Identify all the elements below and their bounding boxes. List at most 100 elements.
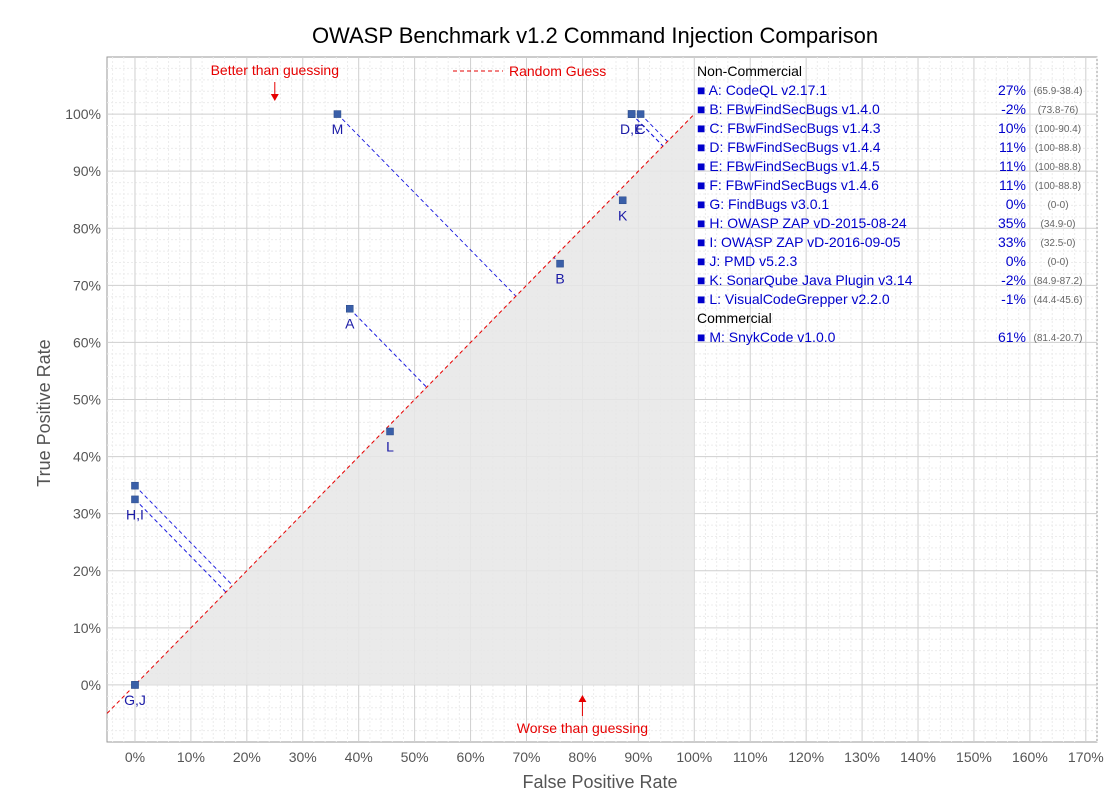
y-tick-label: 10% bbox=[73, 620, 101, 636]
x-tick-label: 160% bbox=[1012, 749, 1048, 765]
legend-entry-score: -2% bbox=[1001, 101, 1026, 117]
legend-entry-score: 61% bbox=[998, 329, 1026, 345]
x-axis-title: False Positive Rate bbox=[522, 772, 677, 792]
y-tick-label: 70% bbox=[73, 277, 101, 293]
better-than-guessing-label: Better than guessing bbox=[211, 62, 339, 78]
legend-entry-range: (34.9-0) bbox=[1040, 219, 1075, 230]
legend-entry-name: ■ L: VisualCodeGrepper v2.2.0 bbox=[697, 291, 890, 307]
legend-entry-score: -1% bbox=[1001, 291, 1026, 307]
x-tick-label: 70% bbox=[512, 749, 540, 765]
legend-entry-name: ■ I: OWASP ZAP vD-2016-09-05 bbox=[697, 234, 901, 250]
x-tick-label: 90% bbox=[624, 749, 652, 765]
x-tick-label: 40% bbox=[345, 749, 373, 765]
legend-entry-name: ■ K: SonarQube Java Plugin v3.14 bbox=[697, 272, 913, 288]
legend-entry-name: ■ H: OWASP ZAP vD-2015-08-24 bbox=[697, 215, 907, 231]
legend-entry-name: ■ G: FindBugs v3.0.1 bbox=[697, 196, 829, 212]
point-label: D,E bbox=[620, 121, 643, 137]
legend-entry-range: (65.9-38.4) bbox=[1034, 86, 1083, 97]
legend-entry-score: -2% bbox=[1001, 272, 1026, 288]
y-tick-label: 100% bbox=[65, 106, 101, 122]
legend-entry-name: ■ F: FBwFindSecBugs v1.4.6 bbox=[697, 177, 879, 193]
legend-entry-name: ■ D: FBwFindSecBugs v1.4.4 bbox=[697, 139, 881, 155]
point-label: A bbox=[345, 316, 355, 332]
x-tick-label: 10% bbox=[177, 749, 205, 765]
data-point-k bbox=[618, 196, 627, 205]
data-point-f bbox=[627, 110, 636, 118]
x-tick-label: 0% bbox=[125, 749, 145, 765]
y-tick-label: 90% bbox=[73, 163, 101, 179]
x-tick-label: 60% bbox=[457, 749, 485, 765]
point-label: G,J bbox=[124, 692, 146, 708]
legend-group-heading: Non-Commercial bbox=[697, 63, 802, 79]
data-point-l bbox=[386, 427, 394, 436]
legend-entry-name: ■ A: CodeQL v2.17.1 bbox=[697, 82, 827, 98]
better-arrow-head bbox=[270, 94, 279, 101]
legend-entry-name: ■ E: FBwFindSecBugs v1.4.5 bbox=[697, 158, 880, 174]
legend-group-heading: Commercial bbox=[697, 310, 772, 326]
data-point-i bbox=[131, 495, 139, 504]
chart-title: OWASP Benchmark v1.2 Command Injection C… bbox=[312, 23, 878, 48]
x-tick-label: 50% bbox=[401, 749, 429, 765]
legend-entry-range: (32.5-0) bbox=[1040, 238, 1075, 249]
x-tick-label: 80% bbox=[568, 749, 596, 765]
projection-line-a bbox=[349, 308, 428, 388]
legend-entry-range: (84.9-87.2) bbox=[1034, 276, 1083, 287]
random-guess-legend-label: Random Guess bbox=[509, 63, 606, 79]
data-point-j bbox=[131, 681, 139, 689]
x-tick-label: 140% bbox=[900, 749, 936, 765]
point-label: B bbox=[555, 271, 564, 287]
projection-line-h bbox=[134, 485, 233, 586]
legend-entry-range: (100-88.8) bbox=[1035, 143, 1081, 154]
x-tick-label: 110% bbox=[733, 749, 768, 765]
x-tick-label: 150% bbox=[956, 749, 992, 765]
point-label: L bbox=[386, 438, 394, 454]
y-tick-label: 30% bbox=[73, 506, 101, 522]
data-point-m bbox=[333, 110, 342, 118]
worse-than-guessing-label: Worse than guessing bbox=[517, 720, 648, 736]
data-point-h bbox=[131, 481, 139, 490]
legend-entry-score: 35% bbox=[998, 215, 1026, 231]
x-tick-label: 170% bbox=[1068, 749, 1104, 765]
projection-line-m bbox=[337, 113, 517, 297]
legend-entry-name: ■ M: SnykCode v1.0.0 bbox=[697, 329, 836, 345]
y-tick-label: 40% bbox=[73, 449, 101, 465]
legend-entry-name: ■ C: FBwFindSecBugs v1.4.3 bbox=[697, 120, 881, 136]
legend-entry-score: 11% bbox=[999, 139, 1026, 155]
legend-entry-range: (0-0) bbox=[1047, 257, 1068, 268]
point-label: K bbox=[618, 207, 628, 223]
point-label: H,I bbox=[126, 506, 144, 522]
y-tick-label: 0% bbox=[81, 677, 101, 693]
legend-entry-name: ■ B: FBwFindSecBugs v1.4.0 bbox=[697, 101, 880, 117]
y-tick-label: 50% bbox=[73, 392, 101, 408]
legend-entry-range: (100-88.8) bbox=[1035, 181, 1081, 192]
worse-arrow-head bbox=[578, 695, 587, 702]
projection-line-i bbox=[134, 499, 227, 593]
x-tick-label: 130% bbox=[844, 749, 880, 765]
legend-entry-score: 27% bbox=[998, 82, 1026, 98]
legend-entry-range: (44.4-45.6) bbox=[1034, 295, 1083, 306]
legend: Non-Commercial ■ A: CodeQL v2.17.1 27% (65.… bbox=[697, 63, 1082, 345]
projection-line-c bbox=[640, 113, 668, 142]
data-point-a bbox=[345, 304, 354, 313]
projection-line-f bbox=[631, 113, 664, 147]
x-tick-label: 20% bbox=[233, 749, 261, 765]
legend-entry-score: 0% bbox=[1006, 253, 1026, 269]
x-tick-label: 120% bbox=[788, 749, 824, 765]
y-tick-label: 20% bbox=[73, 563, 101, 579]
plot-area: 0% 10% 20% 30% 40% 50% 60% 70% 80% 90% 100% 110% 120… bbox=[65, 56, 1104, 765]
y-axis-title: True Positive Rate bbox=[34, 339, 54, 486]
y-tick-label: 80% bbox=[73, 220, 101, 236]
legend-entry-range: (0-0) bbox=[1047, 200, 1068, 211]
point-label: C bbox=[636, 121, 646, 137]
point-label: M bbox=[332, 121, 344, 137]
data-point-b bbox=[556, 259, 564, 268]
legend-entry-range: (81.4-20.7) bbox=[1034, 333, 1083, 344]
legend-entry-score: 10% bbox=[998, 120, 1026, 136]
legend-entry-name: ■ J: PMD v5.2.3 bbox=[697, 253, 797, 269]
x-tick-label: 30% bbox=[289, 749, 317, 765]
legend-entry-score: 0% bbox=[1006, 196, 1026, 212]
legend-entry-score: 11% bbox=[999, 158, 1026, 174]
x-tick-label: 100% bbox=[676, 749, 712, 765]
y-tick-label: 60% bbox=[73, 334, 101, 350]
